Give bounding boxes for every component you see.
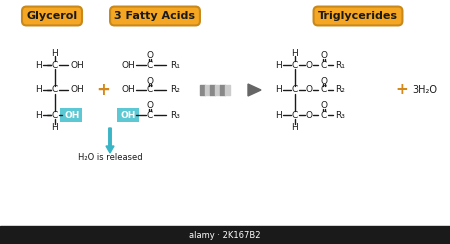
Text: O: O	[320, 77, 328, 85]
Text: 3 Fatty Acids: 3 Fatty Acids	[114, 11, 195, 21]
Text: C: C	[292, 111, 298, 120]
Text: O: O	[320, 102, 328, 111]
Text: O: O	[147, 102, 153, 111]
Text: H: H	[36, 61, 42, 70]
Text: OH: OH	[121, 61, 135, 70]
Text: OH: OH	[120, 111, 136, 120]
Text: R₃: R₃	[335, 111, 345, 120]
Text: Glycerol: Glycerol	[27, 11, 77, 21]
Text: H: H	[52, 123, 58, 132]
FancyBboxPatch shape	[117, 108, 139, 122]
Text: H: H	[275, 85, 283, 94]
Text: O: O	[306, 61, 312, 70]
Text: OH: OH	[121, 85, 135, 94]
Text: OH: OH	[70, 61, 84, 70]
Text: H: H	[36, 85, 42, 94]
Text: C: C	[321, 85, 327, 94]
Text: 3H₂O: 3H₂O	[412, 85, 437, 95]
Text: R₁: R₁	[170, 61, 180, 70]
FancyBboxPatch shape	[60, 108, 82, 122]
Text: OH: OH	[64, 111, 80, 120]
Text: OH: OH	[70, 85, 84, 94]
Text: C: C	[292, 61, 298, 70]
Text: O: O	[320, 51, 328, 61]
Text: R₂: R₂	[335, 85, 345, 94]
Text: H: H	[275, 111, 283, 120]
Polygon shape	[248, 84, 261, 96]
Text: R₂: R₂	[170, 85, 180, 94]
Text: C: C	[292, 85, 298, 94]
Text: H: H	[292, 49, 298, 58]
Text: C: C	[147, 61, 153, 70]
Text: H: H	[36, 111, 42, 120]
Text: O: O	[147, 77, 153, 85]
Text: O: O	[306, 85, 312, 94]
Text: C: C	[147, 111, 153, 120]
Text: +: +	[96, 81, 110, 99]
Text: C: C	[52, 85, 58, 94]
Text: H: H	[52, 49, 58, 58]
Text: C: C	[52, 111, 58, 120]
Text: C: C	[321, 111, 327, 120]
Text: +: +	[396, 82, 409, 98]
Text: R₁: R₁	[335, 61, 345, 70]
Text: O: O	[306, 111, 312, 120]
Text: Triglycerides: Triglycerides	[318, 11, 398, 21]
Text: alamy · 2K167B2: alamy · 2K167B2	[189, 231, 261, 240]
Text: R₃: R₃	[170, 111, 180, 120]
Text: C: C	[147, 85, 153, 94]
Text: H: H	[292, 123, 298, 132]
Text: C: C	[321, 61, 327, 70]
Text: O: O	[147, 51, 153, 61]
Text: H₂O is released: H₂O is released	[78, 152, 142, 162]
Bar	[0, 226, 450, 244]
FancyArrow shape	[106, 128, 114, 153]
Text: H: H	[275, 61, 283, 70]
Text: C: C	[52, 61, 58, 70]
